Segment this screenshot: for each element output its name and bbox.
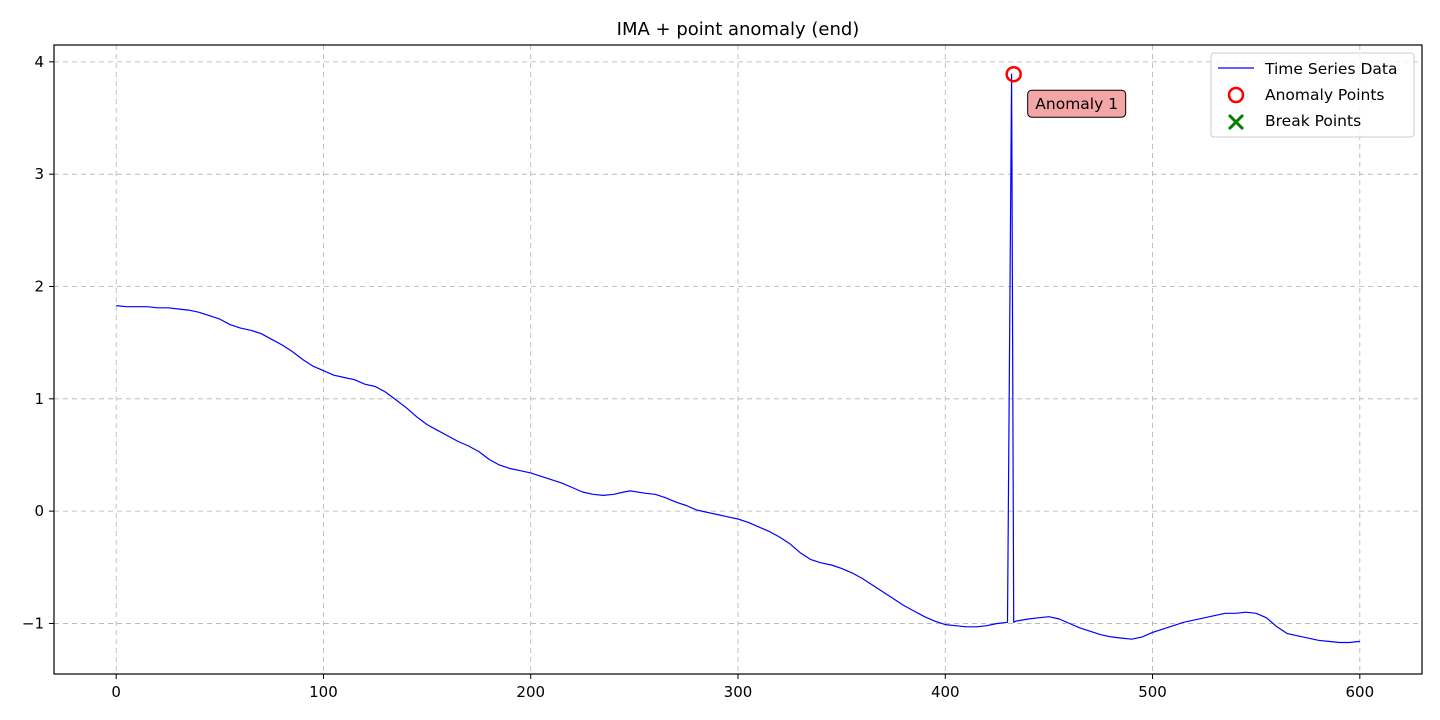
y-tick-label: 1 <box>34 390 44 408</box>
anomaly-point-marker <box>1005 65 1022 83</box>
y-tick-label: 2 <box>34 277 44 295</box>
x-tick-label: 600 <box>1345 683 1374 701</box>
legend-label-time-series: Time Series Data <box>1264 60 1397 78</box>
x-tick-label: 100 <box>309 683 338 701</box>
y-tick-label: 3 <box>34 165 44 183</box>
annotation-box <box>1027 89 1127 118</box>
x-tick-label: 400 <box>931 683 960 701</box>
y-tick-label: −1 <box>22 614 44 632</box>
legend-label-anomaly-points: Anomaly Points <box>1265 86 1384 104</box>
x-tick-label: 200 <box>516 683 545 701</box>
chart-title: IMA + point anomaly (end) <box>617 19 860 40</box>
legend: Time Series Data Anomaly Points Break Po… <box>1210 52 1415 138</box>
legend-label-break-points: Break Points <box>1265 112 1361 130</box>
series-layer <box>116 73 1360 644</box>
series-line-time-series <box>116 73 1360 644</box>
legend-circle-swatch <box>1227 86 1245 104</box>
x-tick-label: 500 <box>1138 683 1167 701</box>
anomaly-markers <box>1005 65 1022 83</box>
annotation-label: Anomaly 1 <box>1035 95 1118 113</box>
x-tick-label: 300 <box>724 683 753 701</box>
y-tick-label: 4 <box>34 53 44 71</box>
annotation-layer: Anomaly 1 <box>1027 89 1127 118</box>
plot-frame <box>53 44 1423 675</box>
x-tick-label: 0 <box>111 683 121 701</box>
axis-ticks: 0 100 200 300 400 500 600 −1 0 1 2 3 4 <box>22 53 1374 701</box>
grid-lines <box>54 45 1422 674</box>
legend-frame <box>1210 52 1415 138</box>
y-tick-label: 0 <box>34 502 44 520</box>
legend-x-swatch <box>1227 113 1245 131</box>
